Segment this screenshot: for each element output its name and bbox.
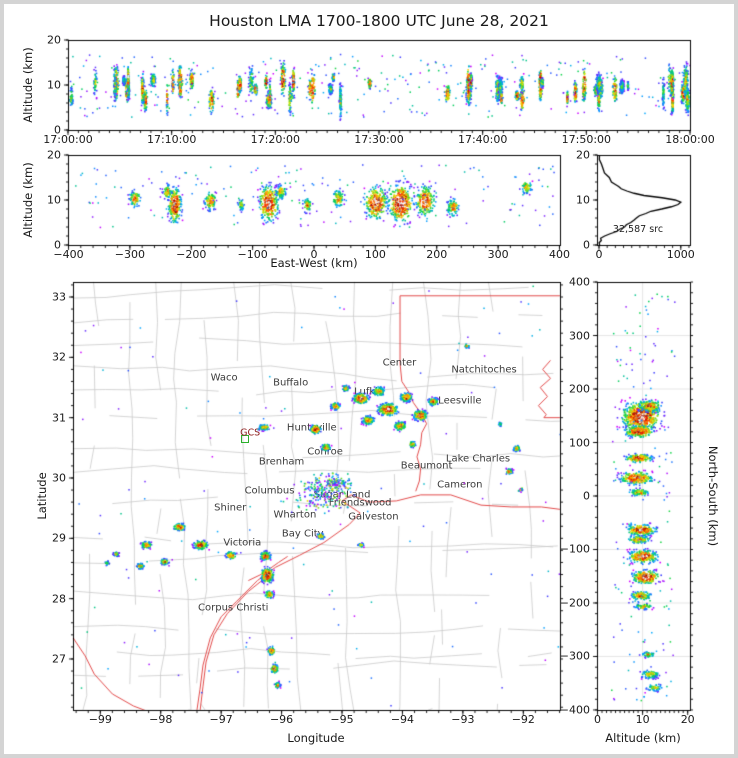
lma-figure: GCS WacoBuffaloCenterNatchitochesLufkinL…	[0, 0, 738, 758]
lightning-data-canvas	[0, 0, 738, 758]
